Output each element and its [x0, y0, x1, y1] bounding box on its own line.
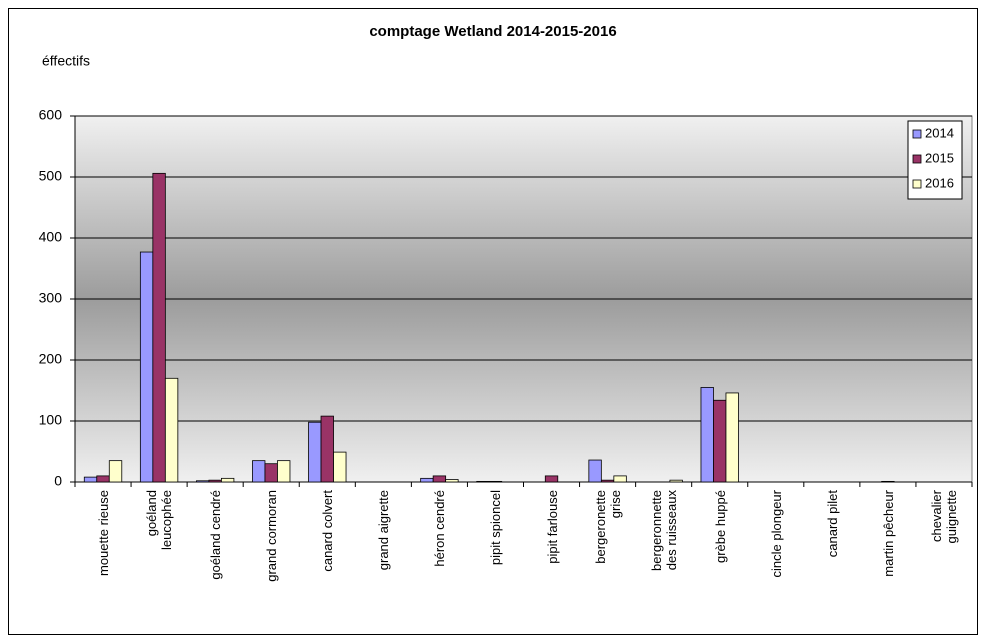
bar: [152, 172, 166, 483]
bar: [613, 475, 627, 483]
x-tick-label: chevalier guignette: [928, 490, 959, 544]
bar: [713, 399, 727, 483]
x-tick-label: héron cendré: [431, 490, 447, 567]
x-tick-label: martin pêcheur: [880, 490, 896, 577]
bar: [139, 251, 154, 483]
bar: [320, 415, 334, 483]
x-tick-label: grand aigrette: [375, 490, 391, 571]
bar: [476, 480, 490, 483]
legend-label: 2015: [925, 150, 954, 165]
bar: [252, 460, 266, 483]
bar: [83, 476, 98, 483]
bar: [725, 392, 739, 483]
x-tick-label: bergeronnette des ruisseaux: [648, 490, 679, 571]
y-tick-label: 500: [39, 168, 63, 184]
x-tick-label: grand cormoran: [263, 490, 279, 582]
legend-label: 2014: [925, 125, 954, 140]
bar: [700, 387, 714, 483]
y-tick-label: 400: [39, 229, 63, 245]
x-tick-label: canard pilet: [824, 490, 840, 558]
x-tick-label: bergeronette grise: [592, 490, 623, 564]
x-tick-label: mouette rieuse: [95, 490, 111, 576]
bar: [420, 477, 434, 483]
bar: [264, 463, 278, 483]
legend-swatch: [912, 179, 922, 189]
bar: [881, 480, 895, 483]
legend-label: 2016: [925, 175, 954, 190]
bar: [445, 479, 459, 483]
x-tick-label: pipit spioncel: [487, 490, 503, 566]
legend-swatch: [912, 154, 922, 164]
x-tick-label: canard colvert: [319, 490, 335, 572]
x-tick-label: pipit farlouse: [544, 490, 560, 564]
bar: [432, 475, 447, 483]
x-tick-label: cincle plongeur: [768, 490, 784, 578]
bar: [588, 459, 602, 483]
y-tick-label: 600: [39, 107, 63, 123]
bar: [221, 477, 235, 483]
bar: [600, 479, 615, 483]
bar: [208, 479, 222, 483]
bar: [544, 475, 559, 483]
y-axis-label: éffectifs: [42, 53, 90, 69]
x-tick-label: goéland leucophée: [144, 490, 175, 550]
y-tick-label: 300: [39, 290, 63, 306]
bar: [488, 480, 503, 483]
y-tick-label: 100: [39, 412, 63, 428]
legend-swatch: [912, 129, 922, 139]
bar: [96, 475, 110, 483]
x-tick-label: goéland cendré: [207, 490, 223, 580]
y-tick-label: 0: [54, 473, 62, 489]
bar: [669, 479, 683, 483]
bar: [196, 480, 210, 483]
x-tick-label: grèbe huppé: [712, 490, 728, 564]
bar: [277, 460, 291, 483]
bar: [333, 451, 347, 483]
bar: [164, 377, 179, 483]
chart-title: comptage Wetland 2014-2015-2016: [369, 23, 616, 40]
bar: [308, 421, 322, 483]
bar: [108, 460, 123, 483]
y-tick-label: 200: [39, 351, 63, 367]
